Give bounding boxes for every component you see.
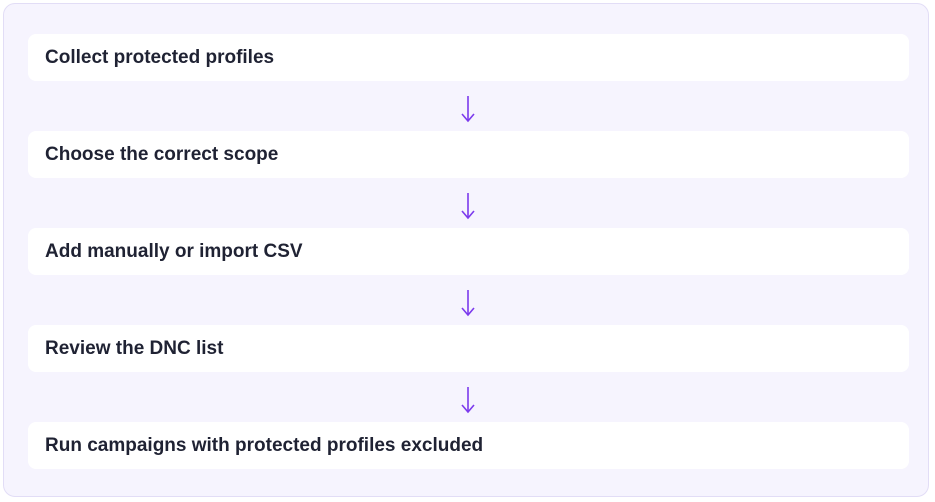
flow-arrow	[461, 96, 475, 123]
step-box: Add manually or import CSV	[28, 228, 909, 275]
step-box: Review the DNC list	[28, 325, 909, 372]
arrow-head	[461, 210, 475, 220]
step-box: Choose the correct scope	[28, 131, 909, 178]
flow-panel: Collect protected profiles Choose the cor…	[3, 3, 929, 497]
flow-arrow	[461, 387, 475, 414]
arrow-head	[461, 113, 475, 123]
flow-arrow	[461, 290, 475, 317]
arrow-head	[461, 404, 475, 414]
flow-arrow	[461, 193, 475, 220]
step-box: Run campaigns with protected profiles ex…	[28, 422, 909, 469]
step-box: Collect protected profiles	[28, 34, 909, 81]
arrow-head	[461, 307, 475, 317]
